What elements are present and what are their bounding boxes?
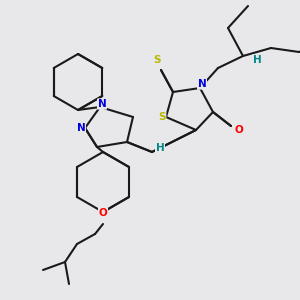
Text: S: S (153, 55, 161, 65)
Text: S: S (158, 112, 166, 122)
Text: H: H (253, 55, 261, 65)
Text: N: N (76, 123, 85, 133)
Text: H: H (156, 143, 164, 153)
Text: N: N (98, 99, 106, 109)
Text: N: N (198, 79, 206, 89)
Text: O: O (235, 125, 243, 135)
Text: O: O (99, 208, 107, 218)
